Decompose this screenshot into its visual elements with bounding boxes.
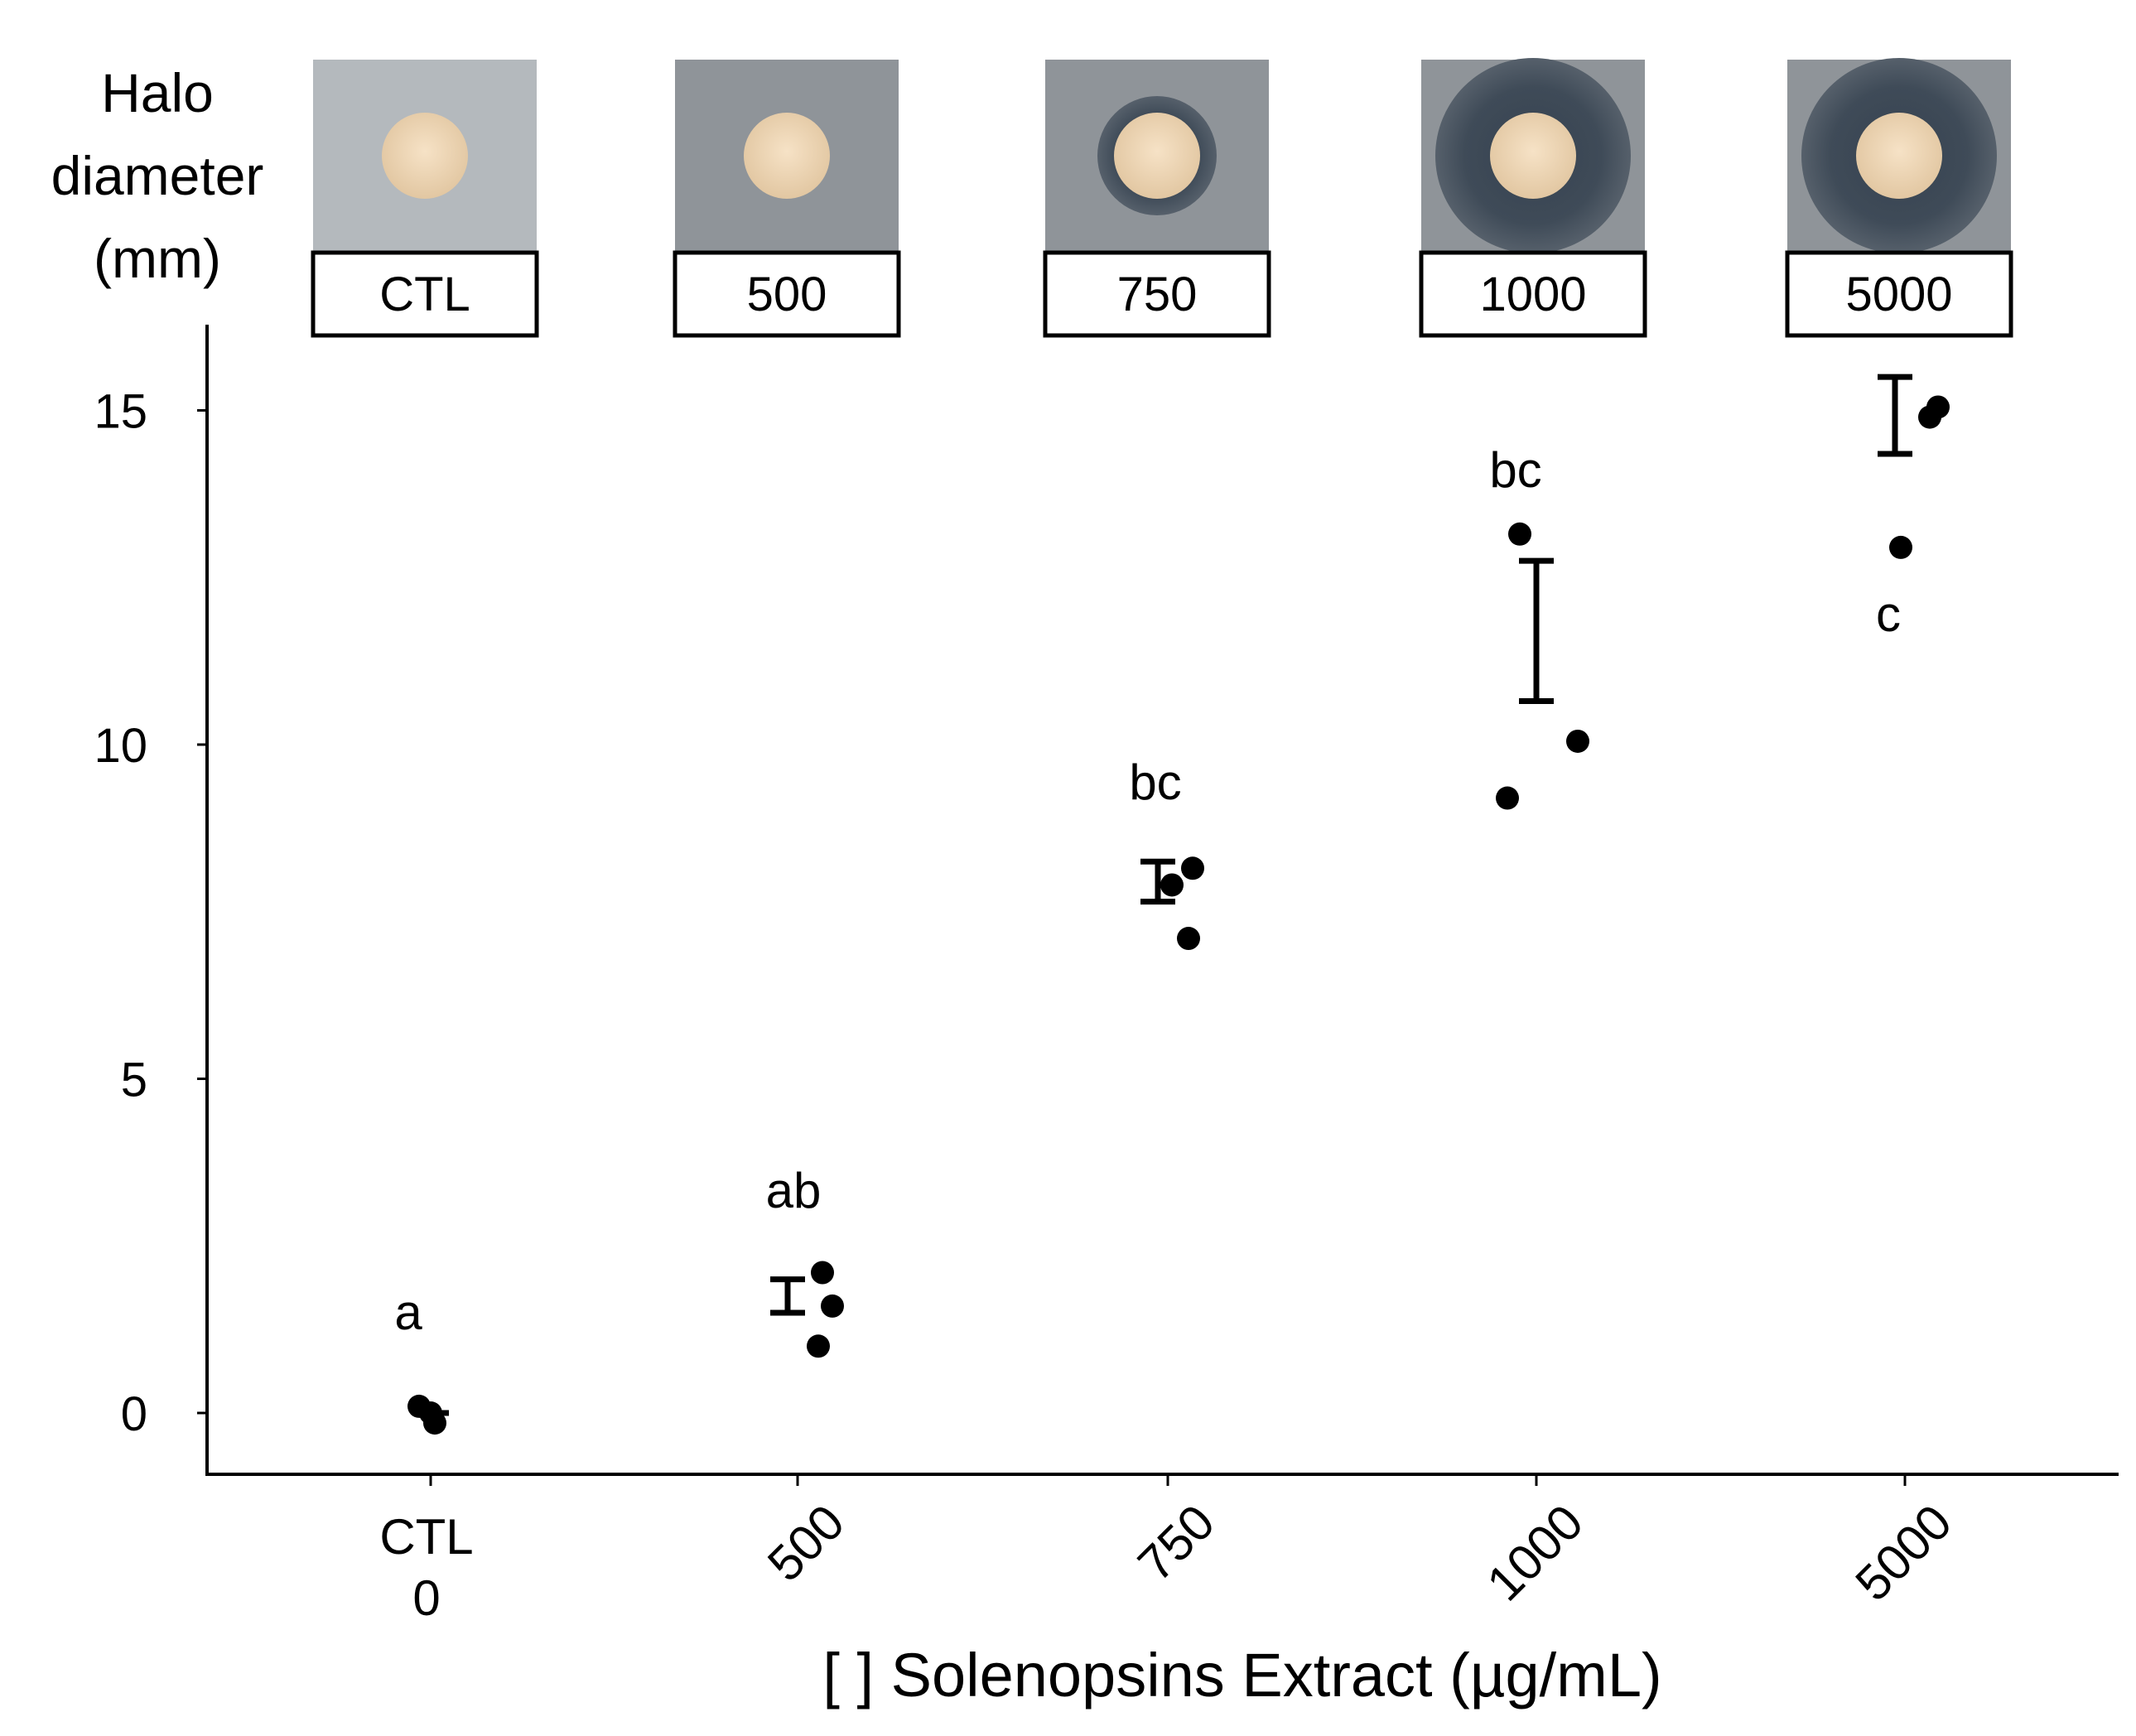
group-500: ab — [766, 1163, 844, 1358]
inset-label: 5000 — [1845, 268, 1952, 321]
inset-1000: 1000 — [1419, 58, 1647, 338]
data-point — [419, 1401, 442, 1425]
data-point — [811, 1261, 834, 1285]
data-point — [1889, 535, 1912, 559]
inset-label: CTL — [379, 268, 470, 321]
group-5000: c — [1876, 374, 1950, 642]
inset-images: CTL 500 750 1000 5000 — [311, 58, 2013, 338]
extract-disk — [1490, 113, 1576, 199]
inset-label-box — [311, 250, 539, 338]
y-axis-title-line-3: (mm) — [94, 228, 221, 289]
inset-label-box — [673, 250, 901, 338]
x-tick-label: 500 — [757, 1494, 855, 1592]
significance-letter: bc — [1489, 442, 1541, 498]
x-tick-label: CTL — [379, 1509, 473, 1565]
x-tick-label: 750 — [1127, 1494, 1225, 1592]
extract-disk — [382, 113, 468, 199]
inset-500: 500 — [673, 60, 901, 338]
data-point — [1181, 856, 1204, 880]
significance-letter: bc — [1129, 755, 1181, 810]
data-point — [1508, 522, 1531, 546]
inset-CTL: CTL — [311, 60, 539, 338]
x-tick-label: 1000 — [1476, 1494, 1594, 1612]
plot-area: a ab bc bc c — [394, 374, 1950, 1435]
group-CTL: a — [394, 1285, 449, 1435]
y-axis-title-line-2: diameter — [51, 145, 264, 206]
inset-label: 1000 — [1479, 268, 1586, 321]
significance-letter: a — [394, 1285, 422, 1340]
y-tick-label: 0 — [121, 1387, 147, 1441]
data-point — [1177, 927, 1200, 951]
inset-label: 750 — [1117, 268, 1198, 321]
y-tick-label: 10 — [94, 719, 147, 773]
y-axis-title: Halo diameter (mm) — [51, 62, 264, 289]
data-point — [1160, 873, 1184, 897]
inset-5000: 5000 — [1785, 58, 2013, 338]
data-point — [1918, 405, 1941, 429]
extract-disk — [744, 113, 830, 199]
y-tick-label: 15 — [94, 385, 147, 439]
significance-letter: ab — [766, 1163, 822, 1218]
y-axis-ticks: 0 5 10 15 — [94, 385, 207, 1441]
inset-750: 750 — [1043, 60, 1271, 338]
group-750: bc — [1129, 755, 1204, 951]
data-point — [821, 1294, 844, 1318]
inset-label-box — [1043, 250, 1271, 338]
data-point — [1566, 729, 1589, 753]
data-point — [807, 1334, 830, 1358]
extract-disk — [1856, 113, 1942, 199]
x-axis-title: [ ] Solenopsins Extract (µg/mL) — [822, 1641, 1661, 1709]
extract-disk — [1114, 113, 1200, 199]
y-tick-label: 5 — [121, 1054, 147, 1107]
inset-label: 500 — [747, 268, 827, 321]
x-tick-label: 5000 — [1844, 1494, 1962, 1612]
inset-label-box — [1785, 250, 2013, 338]
data-point — [1496, 786, 1519, 810]
significance-letter: c — [1876, 586, 1901, 642]
x-tick-label: 0 — [412, 1570, 440, 1626]
group-1000: bc — [1489, 442, 1589, 810]
inset-label-box — [1419, 250, 1647, 338]
y-axis-title-line-1: Halo — [101, 62, 214, 123]
